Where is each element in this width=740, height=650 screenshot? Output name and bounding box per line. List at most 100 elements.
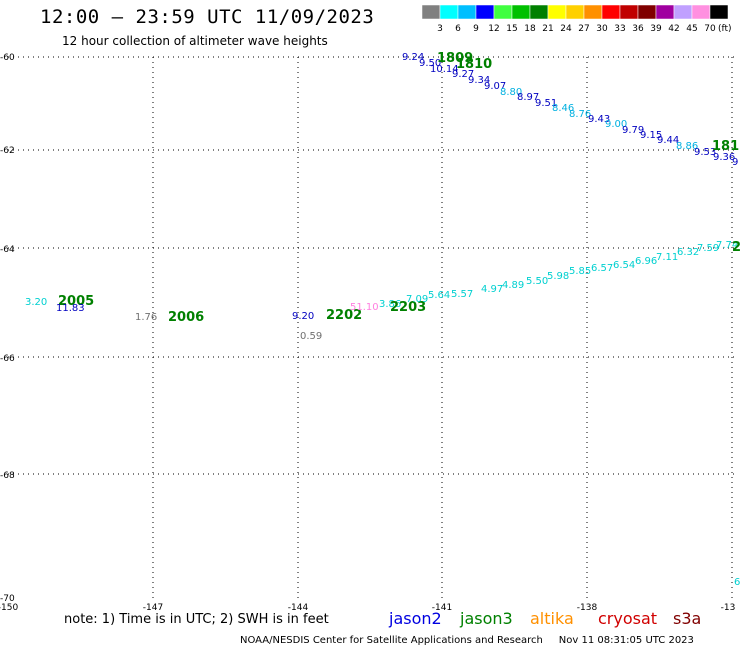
wave-height-label: 9.36	[713, 152, 735, 163]
longitude-label: -138	[577, 603, 598, 613]
colorbar-swatch	[439, 4, 459, 20]
wave-height-label: 7.09	[406, 294, 428, 305]
wave-height-label: 8.80	[500, 87, 522, 98]
track-time-label: 2203	[390, 300, 426, 315]
wave-height-label: 11.83	[56, 303, 85, 314]
wave-height-label: 6	[734, 577, 740, 588]
wave-height-label: 8.86	[676, 141, 698, 152]
colorbar-swatch	[475, 4, 495, 20]
longitude-label: -141	[432, 603, 452, 613]
colorbar-tick-label: 36	[632, 24, 644, 34]
wave-height-label: 9.34	[468, 75, 490, 86]
wave-height-label: 9.07	[484, 81, 506, 92]
colorbar-swatch	[619, 4, 639, 20]
wave-height-label: 8.76	[569, 109, 591, 120]
wave-height-label: 9.24	[402, 52, 424, 63]
colorbar-tick-label: 24	[560, 24, 572, 34]
colorbar-swatch	[637, 4, 657, 20]
wave-height-label: 9.00	[605, 119, 627, 130]
colorbar-swatch	[529, 4, 549, 20]
colorbar-swatch	[511, 4, 531, 20]
wave-height-label: 9.53	[694, 147, 716, 158]
page-subtitle: 12 hour collection of altimeter wave hei…	[62, 34, 328, 48]
credit-text: NOAA/NESDIS Center for Satellite Applica…	[240, 635, 543, 646]
track-time-label: 2202	[326, 308, 362, 323]
track-time-label: 1809	[437, 51, 473, 66]
wave-height-label: 5.57	[451, 289, 473, 300]
colorbar-swatch	[547, 4, 567, 20]
wave-height-label: 7.59	[697, 243, 719, 254]
wave-height-label: 5.64	[428, 290, 450, 301]
wave-height-label: 9.20	[292, 311, 314, 322]
wave-height-label: 1.76	[135, 312, 157, 323]
latitude-label: -64	[0, 245, 15, 255]
latitude-label: -66	[0, 354, 15, 364]
wave-height-label: 4.89	[502, 280, 524, 291]
longitude-label: -147	[143, 603, 163, 613]
wave-height-label: 7.74	[716, 240, 738, 251]
latitude-label: -62	[0, 146, 15, 156]
satellite-legend-cryosat: cryosat	[598, 609, 658, 628]
colorbar-tick-label: 33	[614, 24, 625, 34]
satellite-legend-jason2: jason2	[389, 609, 442, 628]
track-time-label: 2005	[58, 294, 94, 309]
wave-height-label: 10.14	[430, 64, 459, 75]
wave-height-label: 9.15	[640, 130, 662, 141]
colorbar-swatch	[493, 4, 513, 20]
colorbar-swatch	[583, 4, 603, 20]
wave-height-label: 3.86	[379, 299, 401, 310]
wave-height-label: 9.51	[535, 98, 557, 109]
wave-height-label: 9.50	[419, 58, 441, 69]
colorbar-swatch	[655, 4, 675, 20]
colorbar-swatch	[709, 4, 729, 20]
colorbar-swatch	[421, 4, 441, 20]
longitude-label: -144	[288, 603, 309, 613]
track-time-label: 2	[732, 240, 740, 255]
colorbar-swatch	[691, 4, 711, 20]
wave-height-label: 8.46	[552, 103, 574, 114]
footer-note: note: 1) Time is in UTC; 2) SWH is in fe…	[64, 612, 329, 627]
satellite-legend-altika: altika	[530, 609, 574, 628]
satellite-legend-s3a: s3a	[673, 609, 702, 628]
track-time-label: 2006	[168, 310, 204, 325]
colorbar-tick-label: 15	[506, 24, 517, 34]
wave-height-label: 9.43	[588, 114, 610, 125]
wave-height-label: 9	[732, 157, 738, 168]
wave-height-label: 0.59	[300, 331, 322, 342]
wave-height-label: 6.32	[677, 247, 699, 258]
wave-height-label: 5.98	[547, 271, 569, 282]
latitude-label: -60	[0, 53, 15, 63]
colorbar-tick-label: 70	[704, 24, 716, 34]
wave-height-label: 7.11	[656, 252, 678, 263]
wave-height-label: 6.96	[635, 256, 657, 267]
track-time-label: 181	[712, 139, 739, 154]
wave-height-label: 9.79	[622, 125, 644, 136]
page-title: 12:00 — 23:59 UTC 11/09/2023	[40, 6, 375, 28]
colorbar-tick-label: 12	[488, 24, 499, 34]
colorbar-tick-label: 21	[542, 24, 553, 34]
colorbar-tick-label: 9	[473, 24, 479, 34]
colorbar-tick-label: 3	[437, 24, 443, 34]
track-time-label: 1810	[456, 57, 492, 72]
longitude-label: -13	[721, 603, 736, 613]
longitude-label: -150	[0, 603, 18, 613]
wave-height-label: 5.50	[526, 276, 548, 287]
latitude-label: -68	[0, 471, 15, 481]
colorbar-swatch	[601, 4, 621, 20]
wave-height-label: 6.57	[591, 263, 613, 274]
colorbar-tick-label: 18	[524, 24, 536, 34]
wave-height-label: 51.10	[350, 302, 379, 313]
latitude-label: -70	[0, 594, 15, 604]
colorbar-swatch	[457, 4, 477, 20]
colorbar-tick-label: 39	[650, 24, 662, 34]
wave-height-label: 9.27	[452, 69, 474, 80]
timestamp-text: Nov 11 08:31:05 UTC 2023	[558, 635, 694, 646]
colorbar-tick-label: 45	[686, 24, 697, 34]
colorbar-swatch	[565, 4, 585, 20]
colorbar-swatch	[673, 4, 693, 20]
colorbar-tick-label: 30	[596, 24, 608, 34]
colorbar-tick-label: 6	[455, 24, 461, 34]
wave-height-label: 9.44	[657, 135, 679, 146]
